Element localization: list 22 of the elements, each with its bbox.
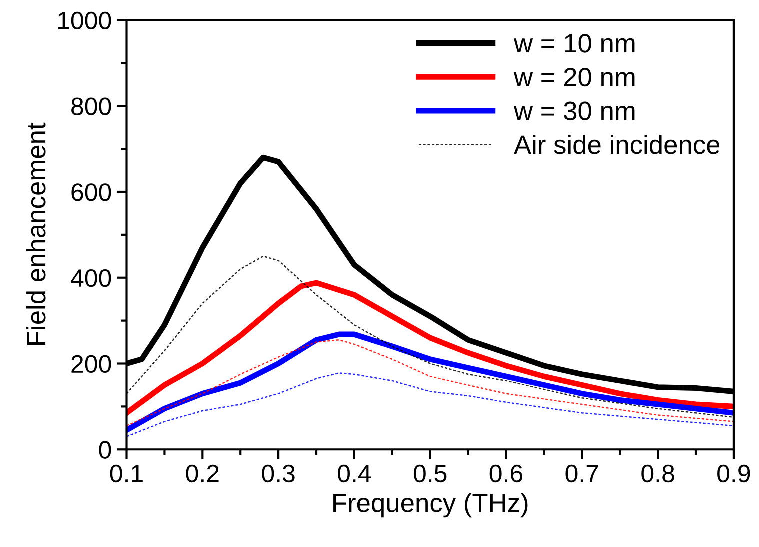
y-tick-label: 800 (72, 98, 112, 116)
x-tick-label: 0.5 (414, 464, 447, 483)
x-tick-label: 0.4 (338, 464, 372, 483)
legend-label: Air side incidence (514, 134, 720, 154)
x-tick-label: 0.2 (186, 464, 219, 483)
x-axis-title: Frequency (THz) (334, 493, 528, 518)
x-tick-label: 0.7 (566, 464, 598, 483)
x-tick-label: 0.1 (110, 464, 143, 483)
y-tick-label: 0 (99, 441, 112, 459)
y-axis-title: Field enhancement (26, 122, 46, 345)
x-tick-label: 0.9 (718, 464, 750, 483)
legend-label: w = 20 nm (514, 68, 635, 87)
y-tick-label: 400 (71, 269, 112, 288)
y-tick-label: 1000 (58, 12, 112, 30)
line-series (126, 372, 734, 438)
legend-label: w = 30 nm (514, 102, 635, 120)
x-tick-label: 0.3 (262, 464, 295, 483)
y-tick-label: 600 (72, 184, 112, 202)
legend-label: w = 10 nm (514, 34, 635, 53)
x-tick-label: 0.8 (642, 464, 674, 483)
y-tick-label: 200 (72, 355, 112, 374)
x-tick-label: 0.6 (490, 464, 523, 483)
